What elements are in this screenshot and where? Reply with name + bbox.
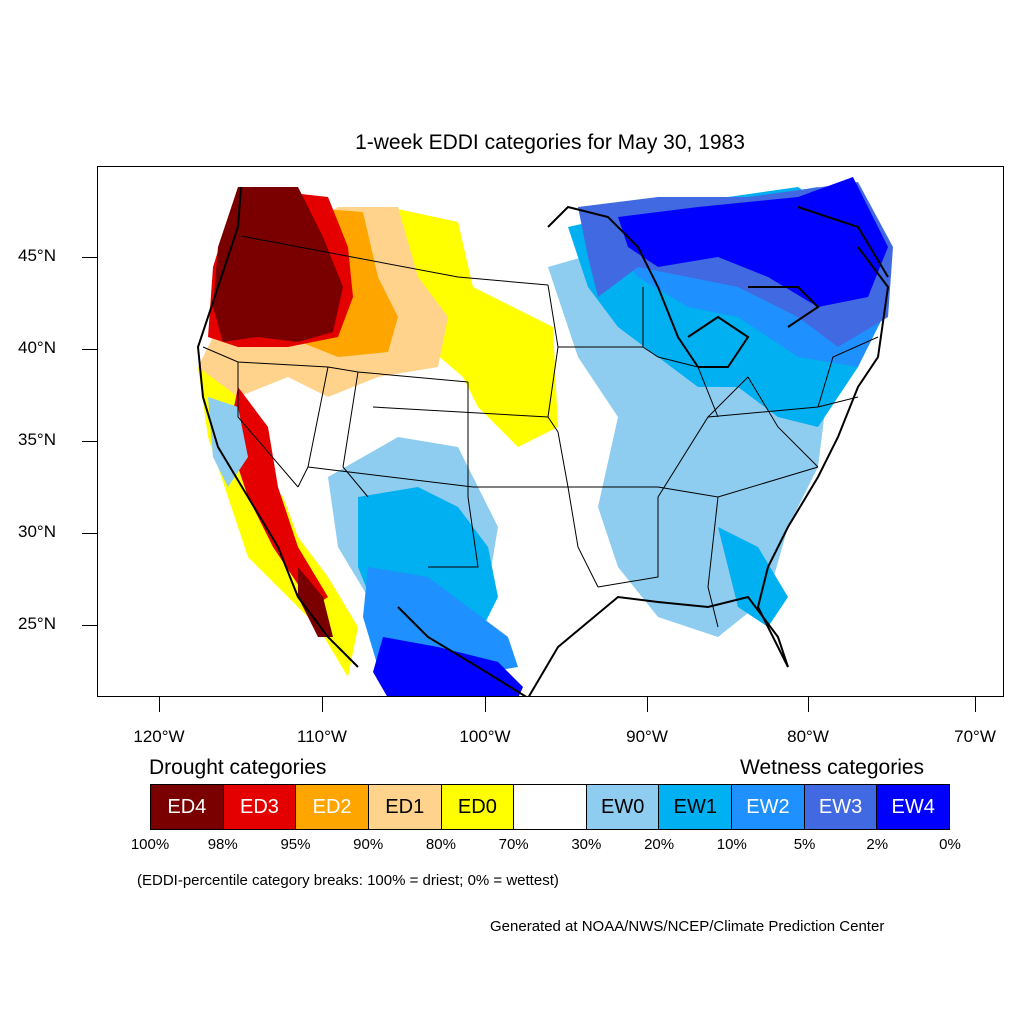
wet-region-ew4-texas (373, 637, 523, 696)
state-boundaries (202, 235, 879, 628)
percentile-break-label: 20% (644, 836, 675, 853)
legend-cell-ed4: ED4 (151, 785, 224, 829)
eddi-map (97, 166, 1004, 697)
percentile-break-label: 0% (939, 836, 961, 853)
percentile-break-label: 100% (130, 836, 170, 853)
lon-label-120: 120°W (133, 727, 185, 746)
wet-region-ew4-east (618, 177, 888, 307)
category-note: (EDDI-percentile category breaks: 100% =… (137, 872, 559, 889)
map-title: 1-week EDDI categories for May 30, 1983 (355, 131, 745, 154)
percentile-break-label: 70% (498, 836, 529, 853)
lat-tick (82, 625, 97, 626)
credit-line: Generated at NOAA/NWS/NCEP/Climate Predi… (490, 918, 885, 935)
eddi-map-canvas (196, 177, 893, 696)
percentile-break-label: 98% (207, 836, 238, 853)
lon-tick (808, 697, 809, 712)
legend-cell-neutral (514, 785, 587, 829)
lon-label-70: 70°W (954, 727, 996, 746)
category-legend: ED4 ED3 ED2 ED1 ED0 EW0 EW1 EW2 EW3 EW4 (150, 784, 950, 830)
lat-label-40: 40°N (18, 338, 56, 357)
lat-tick (82, 257, 97, 258)
lat-label-25: 25°N (18, 614, 56, 633)
lon-label-80: 80°W (787, 727, 829, 746)
legend-cell-ed0: ED0 (441, 785, 515, 829)
legend-cell-ew0: EW0 (586, 785, 660, 829)
lat-tick (82, 349, 97, 350)
lon-label-90: 90°W (626, 727, 668, 746)
percentile-break-label: 80% (425, 836, 456, 853)
coastlines (196, 186, 890, 696)
lon-tick (322, 697, 323, 712)
percentile-break-label: 30% (571, 836, 602, 853)
lon-label-110: 110°W (297, 727, 347, 746)
legend-cell-ew4: EW4 (877, 785, 950, 829)
drought-heading: Drought categories (149, 756, 327, 779)
drought-region-ed4 (213, 187, 343, 637)
legend-cell-ed1: ED1 (368, 785, 442, 829)
lon-tick (647, 697, 648, 712)
percentile-break-label: 2% (866, 836, 889, 853)
lon-tick (975, 697, 976, 712)
percentile-break-label: 5% (793, 836, 816, 853)
legend-cell-ed3: ED3 (223, 785, 297, 829)
lat-tick (82, 533, 97, 534)
percentile-break-label: 90% (353, 836, 384, 853)
legend-cell-ew1: EW1 (659, 785, 733, 829)
lon-tick (159, 697, 160, 712)
percentile-break-label: 10% (716, 836, 747, 853)
lon-tick (485, 697, 486, 712)
legend-cell-ed2: ED2 (296, 785, 369, 829)
lon-label-100: 100°W (459, 727, 511, 746)
lat-tick (82, 441, 97, 442)
lat-label-30: 30°N (18, 522, 56, 541)
lat-label-35: 35°N (18, 430, 56, 449)
drought-region-ed0-plains (388, 207, 558, 447)
percentile-break-label: 95% (280, 836, 311, 853)
wetness-heading: Wetness categories (740, 756, 925, 779)
lat-label-45: 45°N (18, 246, 56, 265)
legend-cell-ew2: EW2 (732, 785, 805, 829)
legend-cell-ew3: EW3 (804, 785, 878, 829)
